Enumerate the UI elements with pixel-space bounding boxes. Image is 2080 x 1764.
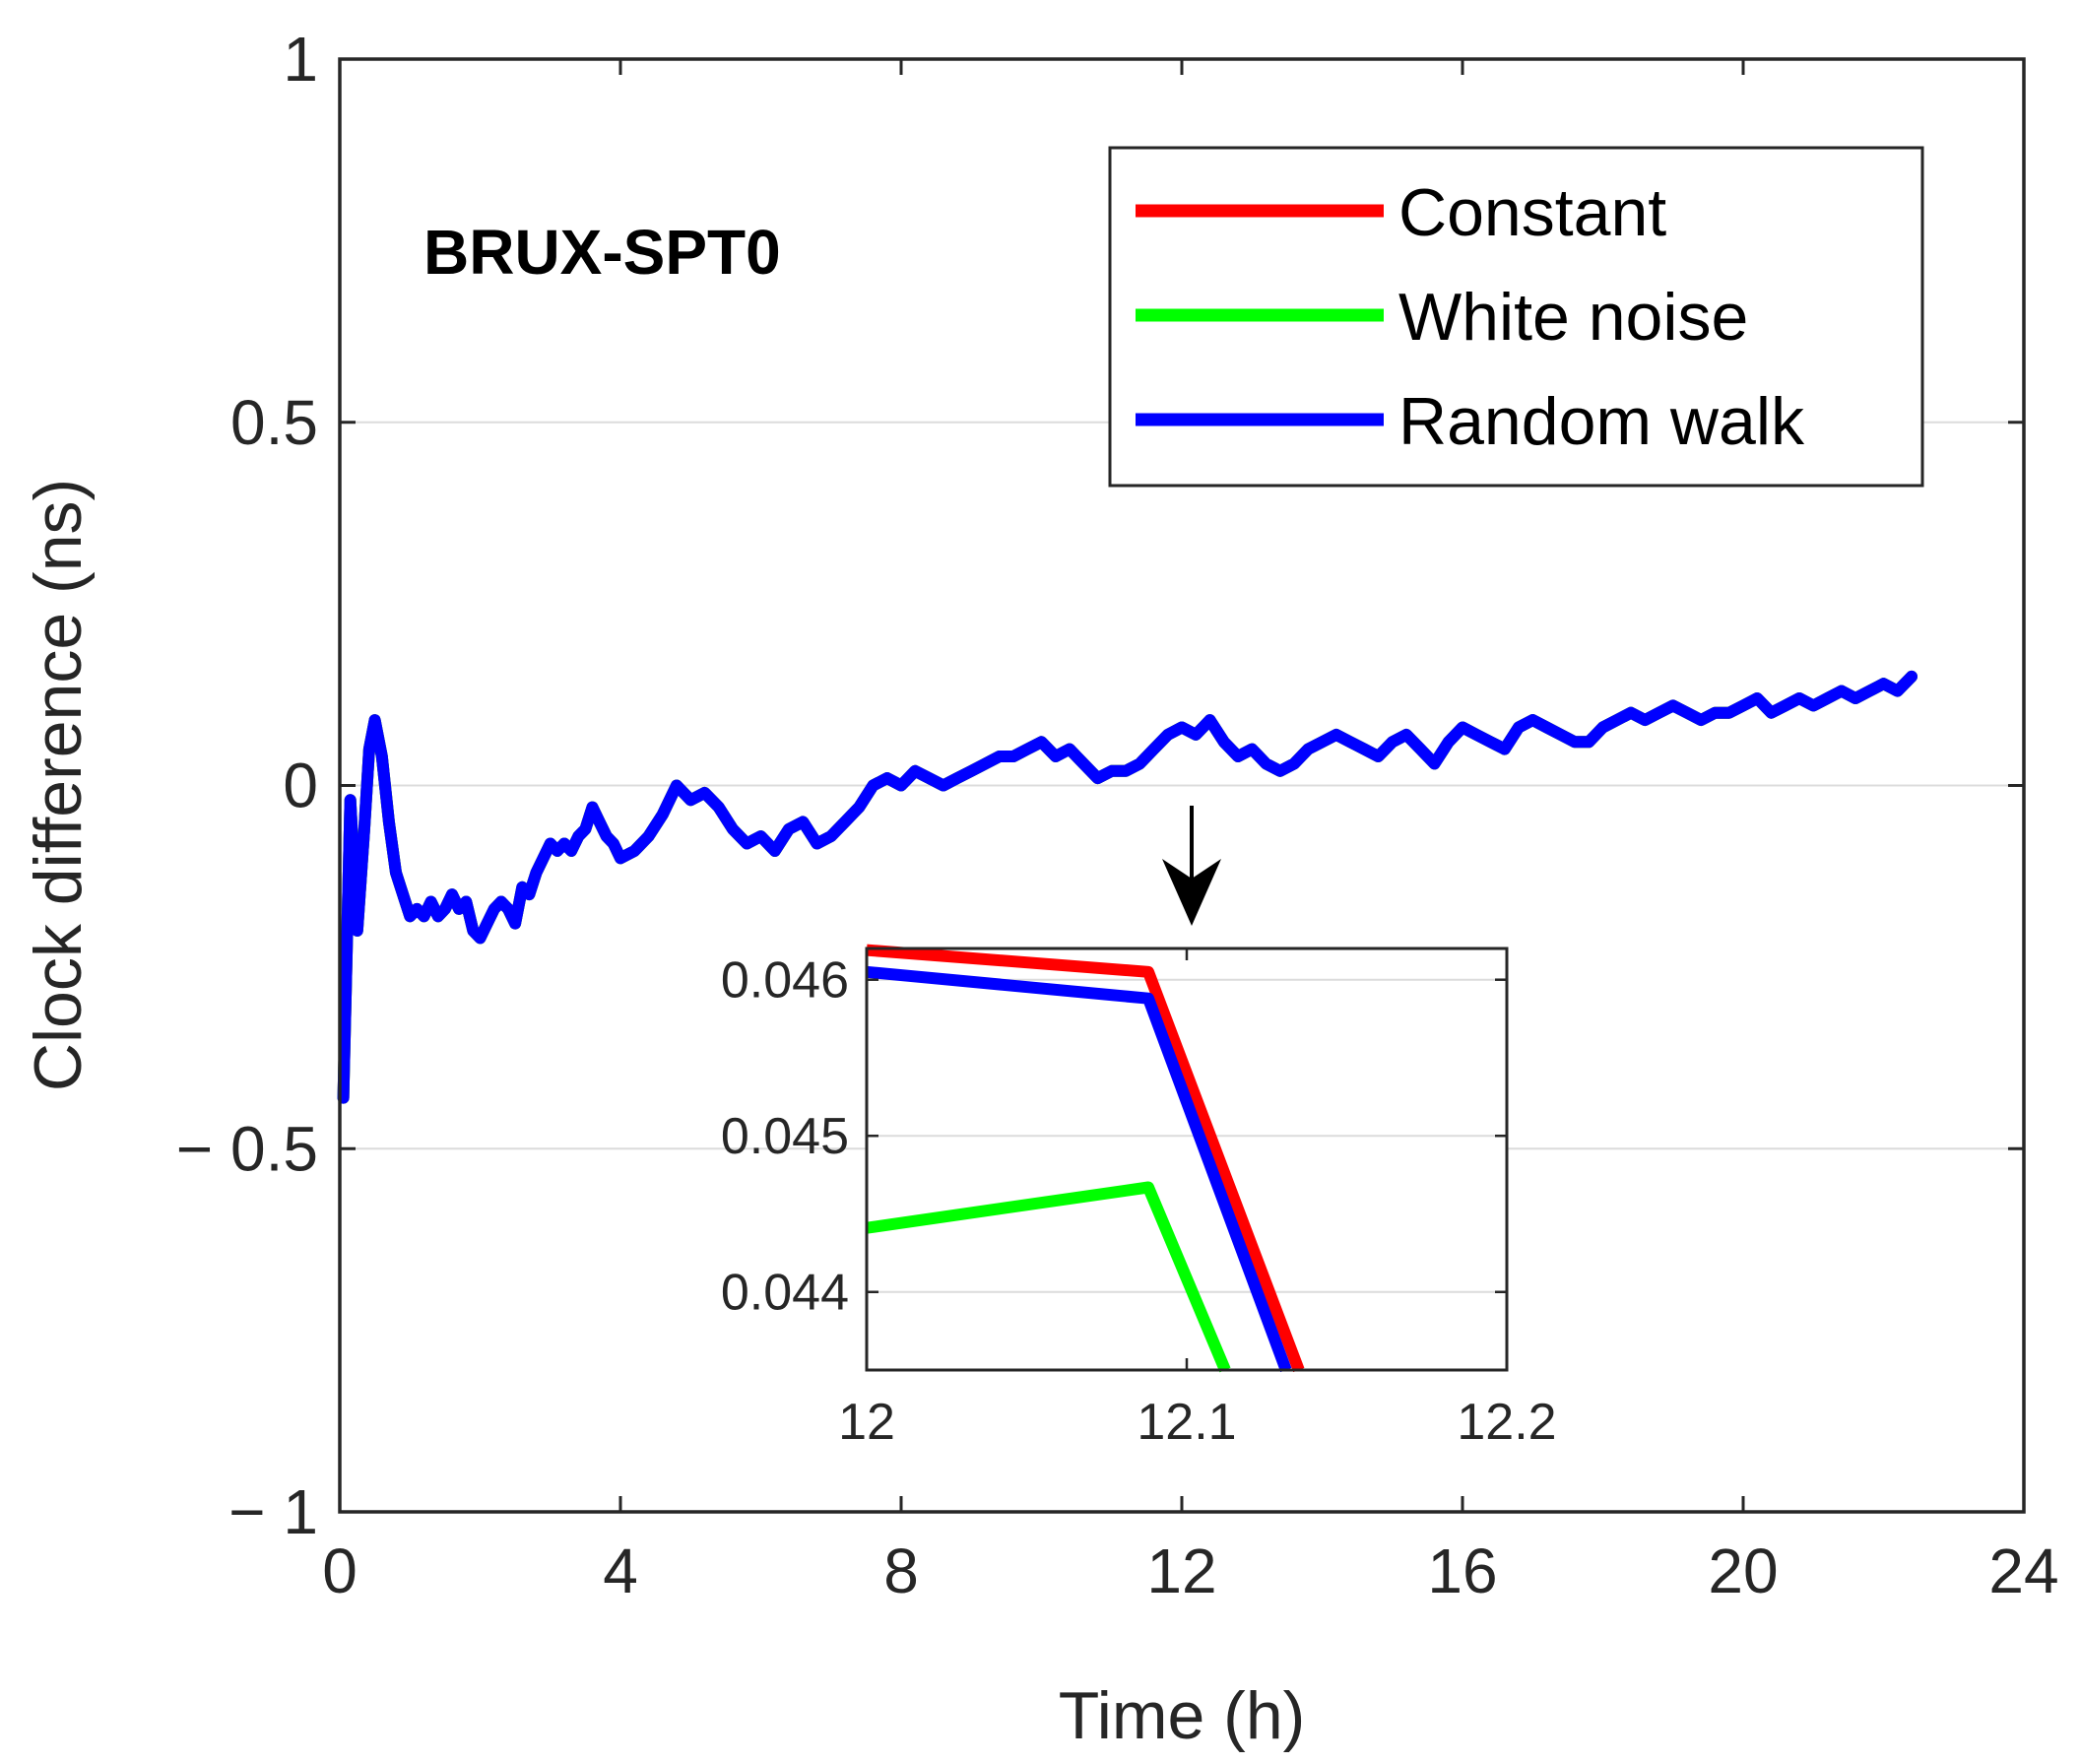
inset-x-tick-label: 12.2 [1457,1394,1556,1451]
x-tick-label: 4 [603,1535,638,1606]
x-tick-label: 8 [883,1535,919,1606]
inset-series-line-random-walk [866,965,1292,1373]
x-tick-label: 0 [322,1535,358,1606]
legend-label-constant: Constant [1398,175,1666,250]
inset-y-tick-label: 0.046 [721,952,849,1010]
inset-series-lines [866,944,1305,1373]
x-axis-title: Time (h) [1059,1678,1306,1753]
x-tick-label: 20 [1708,1535,1778,1606]
y-tick-label: 0.5 [230,387,318,458]
x-tick-label: 24 [1988,1535,2058,1606]
main-axis-ticks: 0 4 8 12 16 20 24 1 0.5 0 − 0.5 − 1 [176,24,2059,1606]
legend-label-random-walk: Random walk [1398,384,1805,459]
main-series-lines [337,670,1918,1104]
inset-plot-area [867,948,1507,1370]
inset-x-tick-label: 12 [838,1394,895,1451]
legend: Constant White noise Random walk [1108,146,1924,488]
zoom-arrow-icon [1162,806,1221,926]
inset-series-line-white-noise [866,1181,1231,1373]
y-tick-label: 0 [283,751,318,821]
legend-label-white-noise: White noise [1398,280,1748,355]
inset-y-tick-label: 0.045 [721,1108,849,1165]
y-axis-title: Clock difference (ns) [21,479,96,1091]
series-line-random-walk [337,670,1918,1104]
inset-axis-ticks: 12 12.1 12.2 0.046 0.045 0.044 [721,948,1557,1451]
inset-x-tick-label: 12.1 [1137,1394,1236,1451]
y-tick-label: − 1 [228,1476,318,1547]
x-tick-label: 12 [1146,1535,1216,1606]
y-tick-label: 1 [283,24,318,95]
y-tick-label: − 0.5 [176,1113,318,1184]
inset-series-line-constant [866,944,1305,1373]
x-tick-label: 16 [1427,1535,1497,1606]
station-annotation: BRUX-SPT0 [423,217,781,288]
inset-y-tick-label: 0.044 [721,1265,849,1322]
inset-plot: 12 12.1 12.2 0.046 0.045 0.044 [721,944,1557,1451]
